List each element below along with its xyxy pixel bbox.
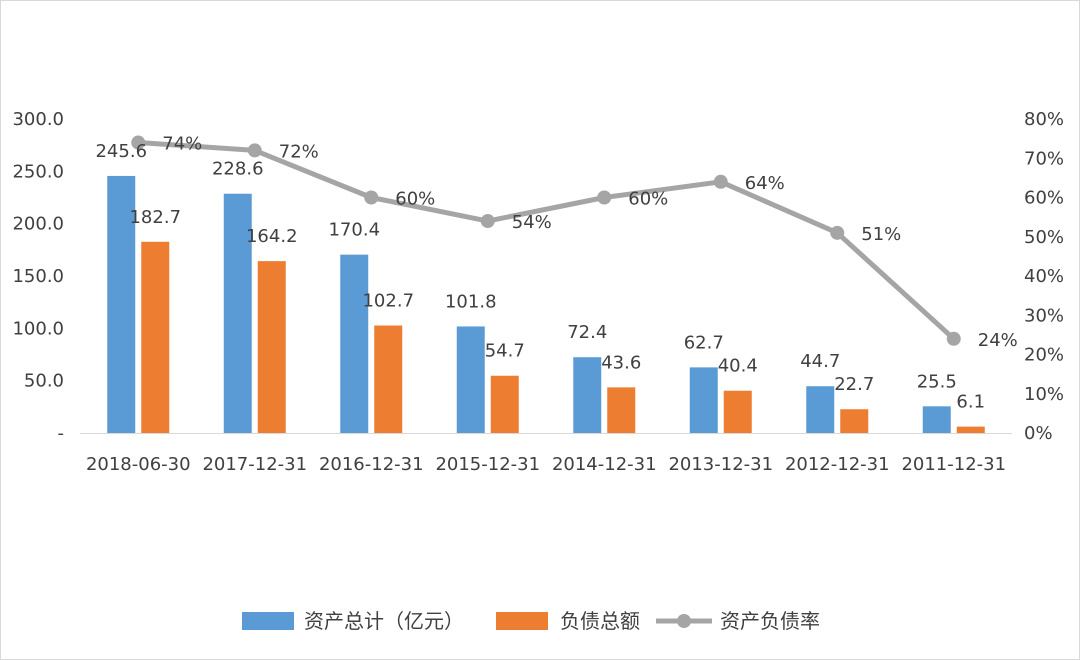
data-label-total-liabilities: 40.4 [718,356,758,377]
y-right-tick-label: 50% [1024,227,1064,248]
bar-total-liabilities [840,409,869,433]
y-left-tick-label: 50.0 [24,371,64,392]
ratio-point [131,135,146,150]
x-tick-label: 2018-06-30 [86,454,191,475]
data-label-ratio: 60% [628,189,668,210]
y-left-tick-label: 200.0 [12,214,64,235]
data-label-total-assets: 62.7 [684,332,724,353]
x-tick-label: 2015-12-31 [435,454,540,475]
legend-marker-ratio [677,614,691,628]
data-label-total-liabilities: 6.1 [956,392,985,413]
bar-total-assets [573,357,602,433]
y-right-tick-label: 30% [1024,305,1064,326]
legend: 资产总计（亿元） 负债总额 资产负债率 [242,609,820,633]
bar-total-liabilities [956,426,985,433]
legend-swatch-total-assets [242,612,294,630]
data-label-total-assets: 245.6 [95,141,147,162]
bar-total-assets [922,406,951,433]
y-right-tick-label: 80% [1024,109,1064,130]
data-label-total-liabilities: 22.7 [834,374,874,395]
bar-total-assets [340,254,369,433]
data-label-ratio: 54% [512,212,552,233]
bars [107,175,985,433]
x-tick-label: 2014-12-31 [552,454,657,475]
data-label-total-assets: 25.5 [917,371,957,392]
y-right-tick-label: 10% [1024,384,1064,405]
bar-total-assets [806,386,835,433]
y-right-tick-label: 40% [1024,266,1064,287]
data-label-total-assets: 228.6 [212,159,264,180]
data-label-total-liabilities: 54.7 [485,341,525,362]
bar-total-liabilities [723,390,752,433]
x-tick-label: 2016-12-31 [319,454,424,475]
y-right-tick-label: 60% [1024,188,1064,209]
ratio-point [830,225,845,240]
y-left-tick-label: 100.0 [12,318,64,339]
data-label-total-liabilities: 43.6 [601,352,641,373]
data-label-total-liabilities: 182.7 [129,207,181,228]
y-left-tick-label: - [58,423,65,444]
data-label-total-assets: 44.7 [800,351,840,372]
x-tick-label: 2011-12-31 [901,454,1006,475]
data-label-total-assets: 101.8 [445,291,497,312]
data-labels: 245.6 182.7 228.6 164.2 170.4 102.7 101.8 54.7 7… [95,134,1017,413]
ratio-point [364,190,379,205]
ratio-point [480,214,495,229]
x-tick-label: 2017-12-31 [202,454,307,475]
y-left-tick-label: 250.0 [12,161,64,182]
bar-total-liabilities [257,261,286,433]
data-label-ratio: 60% [395,189,435,210]
legend-label-total-assets: 资产总计（亿元） [304,609,464,633]
y-left-tick-label: 300.0 [12,109,64,130]
bar-total-assets [223,193,252,433]
data-label-ratio: 24% [978,330,1018,351]
y-right-tick-label: 20% [1024,345,1064,366]
data-label-ratio: 72% [279,141,319,162]
data-label-total-assets: 170.4 [328,220,380,241]
y-left-tick-label: 150.0 [12,266,64,287]
bar-total-liabilities [607,387,636,433]
axes: - 50.0 100.0 150.0 200.0 250.0 300.0 0% 10% 20% 30… [12,109,1064,475]
data-label-ratio: 51% [861,224,901,245]
ratio-point [597,190,612,205]
ratio-point [713,174,728,189]
data-label-total-liabilities: 102.7 [362,291,414,312]
bar-total-liabilities [490,375,519,433]
y-right-tick-label: 70% [1024,148,1064,169]
data-label-ratio: 64% [745,173,785,194]
legend-swatch-total-liabilities [496,612,548,630]
bar-total-assets [456,326,485,433]
x-tick-label: 2012-12-31 [785,454,890,475]
legend-label-total-liabilities: 负债总额 [560,609,640,633]
bar-total-assets [107,175,136,433]
ratio-point [247,143,262,158]
data-label-total-assets: 72.4 [567,322,607,343]
bar-total-liabilities [374,325,403,433]
bar-total-assets [689,367,718,433]
bar-total-liabilities [141,241,170,433]
data-label-ratio: 74% [162,134,202,155]
data-label-total-liabilities: 164.2 [246,226,298,247]
x-tick-label: 2013-12-31 [668,454,773,475]
legend-label-ratio: 资产负债率 [720,609,820,633]
ratio-line-path [135,140,957,342]
y-right-tick-label: 0% [1024,423,1053,444]
ratio-line [131,135,961,346]
ratio-point [946,331,961,346]
